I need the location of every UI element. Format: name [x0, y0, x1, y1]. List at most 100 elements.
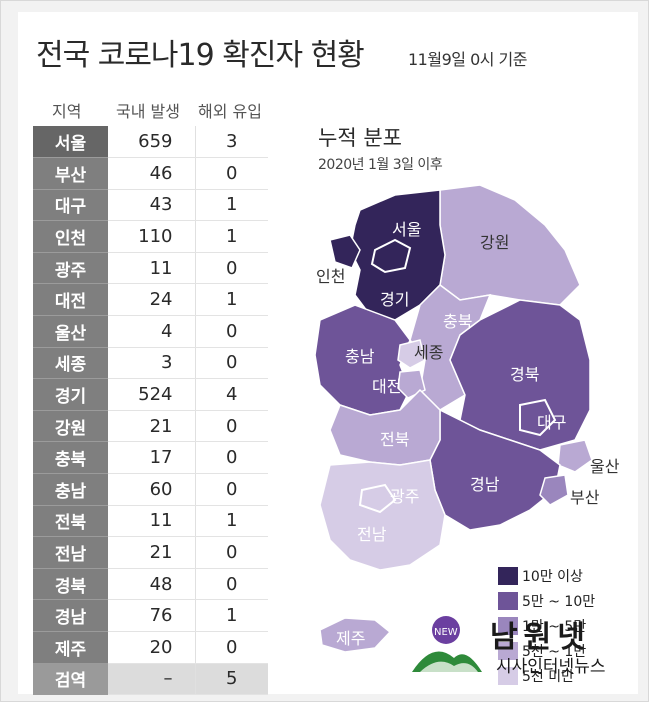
imported-cell: 1 [195, 599, 268, 632]
domestic-cell: 20 [108, 631, 196, 664]
imported-cell: 1 [195, 283, 268, 317]
namwon-net-logo: NEW [412, 616, 482, 672]
table-row: 경남 76 1 [33, 599, 268, 632]
domestic-cell: 110 [108, 220, 196, 253]
table-row: 서울 659 3 [33, 126, 268, 159]
legend-item: 10만 이상 [498, 565, 595, 587]
domestic-cell: 659 [108, 126, 196, 159]
logo-badge-text: NEW [434, 627, 458, 638]
region-cell: 전북 [33, 505, 108, 538]
map-label-daegu: 대구 [537, 413, 566, 432]
table-row: 전북 11 1 [33, 505, 268, 538]
region-cell: 대전 [33, 283, 108, 317]
region-cell: 경기 [33, 378, 108, 411]
region-cell: 서울 [33, 126, 108, 159]
map-label-gyeongnam: 경남 [470, 475, 500, 494]
header-domestic: 국내 발생 [116, 102, 180, 121]
header-region: 지역 [52, 102, 82, 121]
imported-cell: 1 [195, 505, 268, 538]
domestic-cell: 46 [108, 157, 196, 190]
domestic-cell: 43 [108, 189, 196, 222]
legend-swatch [498, 617, 518, 635]
domestic-cell: 524 [108, 378, 196, 411]
domestic-cell: 60 [108, 473, 196, 506]
table-row: 인천 110 1 [33, 220, 268, 253]
legend-item: 1만 ~ 5만 [498, 615, 595, 637]
region-chungnam [314, 304, 411, 416]
domestic-cell: 17 [108, 441, 196, 475]
domestic-cell: 76 [108, 599, 196, 632]
table-row: 제주 20 0 [33, 631, 268, 664]
table-row: 광주 11 0 [33, 252, 268, 285]
region-ulsan [557, 439, 593, 473]
region-daegu [519, 398, 557, 437]
map-label-chungnam: 충남 [345, 347, 375, 366]
map-label-seoul: 서울 [392, 220, 421, 239]
region-busan [539, 474, 569, 506]
table-row: 전남 21 0 [33, 536, 268, 569]
table-row: 충남 60 0 [33, 473, 268, 506]
region-jeju [319, 617, 392, 653]
table-row: 충북 17 0 [33, 441, 268, 475]
region-seoul [370, 238, 412, 274]
domestic-cell: 24 [108, 283, 196, 317]
region-jeonnam [319, 459, 446, 571]
map-label-jeonnam: 전남 [357, 525, 387, 544]
legend-swatch [498, 642, 518, 660]
legend-swatch [498, 667, 518, 685]
table-row: 세종 3 0 [33, 347, 268, 380]
imported-cell: 4 [195, 378, 268, 411]
table-row: 경기 524 4 [33, 378, 268, 411]
region-jeonbuk [329, 388, 441, 466]
region-sejong [397, 339, 426, 369]
legend-item: 5천 ~ 1만 [498, 640, 595, 662]
imported-cell: 0 [195, 473, 268, 506]
map-title: 누적 분포 [318, 126, 402, 150]
region-gangwon [439, 184, 581, 306]
region-gwangju [358, 483, 397, 514]
legend: 10만 이상 5만 ~ 10만 1만 ~ 5만 5천 ~ 1만 5천 미만 [498, 565, 595, 690]
imported-cell: 1 [195, 189, 268, 222]
legend-item: 5천 미만 [498, 665, 595, 687]
map-label-gyeongbuk: 경북 [510, 365, 539, 384]
logo-name: 남원넷 [490, 620, 591, 655]
imported-cell: 0 [195, 631, 268, 664]
header-imported: 해외 유입 [198, 102, 262, 121]
logo-mountain-highlight [420, 661, 478, 672]
domestic-cell: 11 [108, 505, 196, 538]
region-cell: 경남 [33, 599, 108, 632]
region-cell: 대구 [33, 189, 108, 222]
map-label-gangwon: 강원 [480, 233, 509, 252]
imported-cell: 3 [195, 126, 268, 159]
domestic-cell: 11 [108, 252, 196, 285]
logo-tagline: 시사인터넷뉴스 [496, 657, 606, 677]
map-label-jeonbuk: 전북 [380, 430, 409, 449]
map-label-ulsan: 울산 [590, 457, 620, 476]
region-cell: 울산 [33, 315, 108, 348]
domestic-cell: 21 [108, 410, 196, 443]
table-row: 대구 43 1 [33, 189, 268, 222]
domestic-cell: 4 [108, 315, 196, 348]
map-label-jeju: 제주 [336, 629, 365, 648]
map-label-incheon: 인천 [316, 267, 345, 286]
imported-cell: 0 [195, 410, 268, 443]
map-label-busan: 부산 [570, 488, 600, 507]
table-row: 경북 48 0 [33, 568, 268, 601]
legend-label: 5천 ~ 1만 [522, 644, 587, 660]
region-cell: 충남 [33, 473, 108, 506]
legend-label: 5천 미만 [522, 669, 574, 685]
domestic-cell: – [108, 663, 196, 696]
legend-label: 5만 ~ 10만 [522, 594, 596, 610]
domestic-cell: 3 [108, 347, 196, 380]
imported-cell: 0 [195, 315, 268, 348]
table-row: 대전 24 1 [33, 283, 268, 317]
region-cell: 검역 [33, 663, 108, 696]
region-cell: 강원 [33, 410, 108, 443]
imported-cell: 5 [195, 663, 268, 696]
table-row: 검역 –5 [33, 663, 268, 696]
table-row: 부산 46 0 [33, 157, 268, 190]
legend-swatch [498, 567, 518, 585]
map-label-gwangju: 광주 [390, 487, 419, 506]
region-cell: 광주 [33, 252, 108, 285]
table-row: 강원 21 0 [33, 410, 268, 443]
